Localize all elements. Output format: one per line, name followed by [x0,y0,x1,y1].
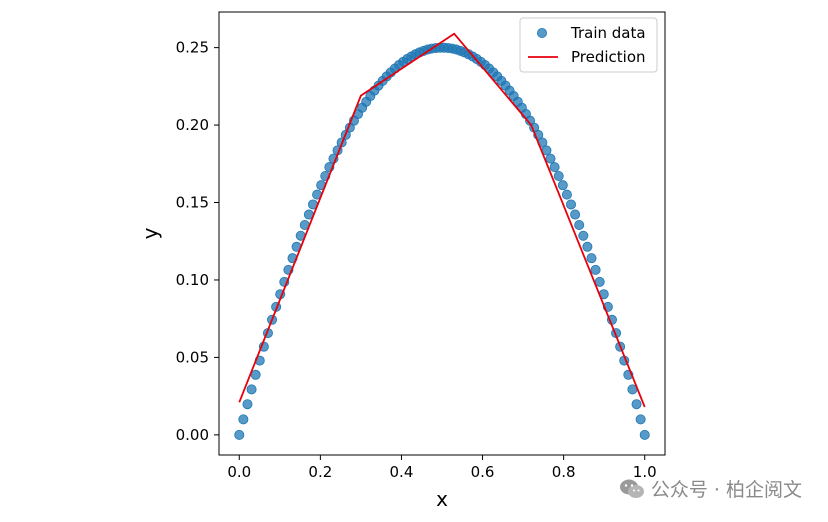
data-point [582,241,593,252]
watermark: 公众号 · 柏企阅文 [619,475,802,502]
legend-box [519,17,658,73]
data-point [566,199,577,210]
plot-frame [218,11,666,456]
data-point [234,429,245,440]
wechat-icon [619,479,644,498]
x-tick-label: 0.2 [308,463,332,481]
data-point [586,253,597,264]
y-tick-label: 0.25 [176,39,209,57]
x-tick-label: 0.8 [552,463,576,481]
prediction-line [238,32,646,408]
y-tick-label: 0.05 [176,348,209,366]
data-point [238,414,249,425]
x-tick-label: 1.0 [633,463,657,481]
data-point [635,414,646,425]
legend-label: Prediction [571,48,646,66]
data-point [578,230,589,241]
data-point [545,153,556,164]
y-tick-label: 0.00 [176,426,209,444]
y-tick-label: 0.15 [176,194,209,212]
data-point [570,209,581,220]
data-point [631,399,642,410]
legend: Train data Prediction [519,17,658,73]
y-axis-label: y [138,227,162,239]
data-point [246,384,257,395]
x-tick-label: 0.6 [471,463,495,481]
legend-marker-train-data [537,27,548,38]
data-point [242,399,253,410]
legend-label: Train data [570,24,646,42]
x-tick-label: 0.0 [227,463,251,481]
data-point [561,189,572,200]
x-axis-label: x [436,487,448,511]
train-data-points [234,42,650,440]
x-tick-label: 0.4 [390,463,414,481]
data-point [549,162,560,173]
data-point [553,170,564,181]
watermark-text: 公众号 · 柏企阅文 [650,479,802,501]
data-point [639,429,650,440]
data-point [590,264,601,275]
y-tick-label: 0.10 [176,271,209,289]
y-tick-label: 0.20 [176,116,209,134]
data-point [574,219,585,230]
data-point [557,180,568,191]
